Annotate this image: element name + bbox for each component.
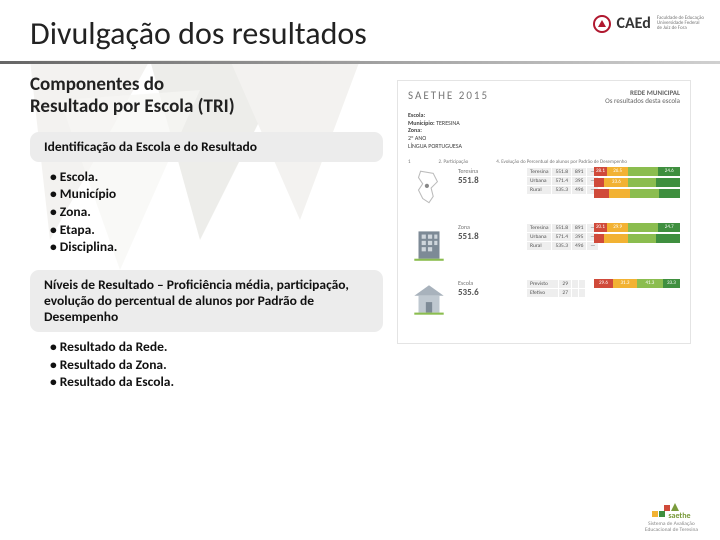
bar-segment <box>628 178 656 187</box>
bar-segment: 41.3 <box>637 279 663 288</box>
bar-segment <box>659 189 680 198</box>
report-network-label: REDE MUNICIPAL Os resultados desta escol… <box>605 89 680 106</box>
caed-logo-icon <box>593 15 611 33</box>
report-card-thumbnail: SAETHE 2015 REDE MUNICIPAL Os resultados… <box>397 80 691 344</box>
bar-segment: 24.7 <box>658 223 680 232</box>
section-heading-identificacao: Identificação da Escola e do Resultado <box>30 132 383 162</box>
participation-table: Teresina551.8891—Urbana571.4395—Rural535… <box>526 223 599 251</box>
caed-logo-text: CAEd <box>617 14 651 33</box>
section-subtitle: Componentes do Resultado por Escola (TRI… <box>30 74 383 118</box>
bar-segment <box>656 178 680 187</box>
building-icon <box>408 223 450 265</box>
level-label: Escola <box>458 279 518 287</box>
level-label: Teresina <box>458 167 518 175</box>
right-column: SAETHE 2015 REDE MUNICIPAL Os resultados… <box>395 74 705 405</box>
bar-segment: 20.1 <box>594 223 607 232</box>
bar-segment <box>628 234 656 243</box>
report-level-row: Zona551.8 Teresina551.8891—Urbana571.4395… <box>408 223 680 265</box>
caed-logo-subtitle: Faculdade de Educação Universidade Feder… <box>657 16 704 31</box>
proficiency-value: 535.6 <box>458 287 518 298</box>
left-column: Componentes do Resultado por Escola (TRI… <box>0 74 395 405</box>
bar-segment <box>630 189 659 198</box>
report-level-row: Escola535.6 Previsto29Efetivo27 29.631.341… <box>408 279 680 321</box>
bar-segment: 29.6 <box>594 279 613 288</box>
caed-logo: CAEd Faculdade de Educação Universidade … <box>593 14 704 33</box>
bullet-list-identificacao: Escola.MunicípioZona.Etapa.Disciplina. <box>50 168 383 256</box>
participation-table: Teresina551.8891—Urbana571.4395—Rural535… <box>526 167 599 195</box>
saethe-logo: saethe Sistema de Avaliação Educacional … <box>645 505 698 534</box>
report-metadata: Escola: Município: TERESINA Zona: 2º ANO… <box>408 112 680 151</box>
bullet-list-niveis: Resultado da Rede.Resultado da Zona.Resu… <box>50 338 383 391</box>
bar-segment: 29.9 <box>607 223 629 232</box>
report-title: SAETHE 2015 <box>408 89 489 102</box>
bullet-item: Zona. <box>50 203 383 221</box>
bullet-item: Resultado da Zona. <box>50 356 383 374</box>
bar-segment <box>594 189 609 198</box>
participation-table: Previsto29Efetivo27 <box>526 279 586 298</box>
house-icon <box>408 279 450 321</box>
bar-segment <box>604 234 628 243</box>
bar-segment: 33.6 <box>604 178 628 187</box>
bar-segment: 33.3 <box>663 279 680 288</box>
bar-segment <box>609 189 630 198</box>
bar-segment <box>628 167 658 176</box>
bullet-item: Município <box>50 185 383 203</box>
bullet-item: Resultado da Rede. <box>50 338 383 356</box>
performance-bars: 28.126.5 24.6 33.6 <box>594 167 680 200</box>
proficiency-value: 551.8 <box>458 175 518 186</box>
bullet-item: Disciplina. <box>50 238 383 256</box>
proficiency-value: 551.8 <box>458 231 518 242</box>
performance-bars: 29.631.341.333.3 <box>594 279 680 290</box>
bar-segment <box>656 234 680 243</box>
bar-segment <box>594 178 604 187</box>
bar-segment: 26.5 <box>607 167 629 176</box>
bullet-item: Etapa. <box>50 221 383 239</box>
bar-segment <box>628 223 658 232</box>
header-rule <box>0 61 720 64</box>
bar-segment <box>594 234 604 243</box>
footer-logos: saethe Sistema de Avaliação Educacional … <box>645 505 698 534</box>
section-heading-niveis: Níveis de Resultado – Proficiência média… <box>30 270 383 333</box>
bar-segment: 28.1 <box>594 167 607 176</box>
bullet-item: Resultado da Escola. <box>50 373 383 391</box>
report-column-headers: 1 2. Participação 4. Evolução do Percent… <box>408 159 680 165</box>
map-icon <box>408 167 450 209</box>
level-label: Zona <box>458 223 518 231</box>
performance-bars: 20.129.9 24.7 <box>594 223 680 245</box>
bar-segment: 24.6 <box>658 167 680 176</box>
report-level-row: Teresina551.8 Teresina551.8891—Urbana571.… <box>408 167 680 209</box>
bar-segment: 31.3 <box>613 279 637 288</box>
bullet-item: Escola. <box>50 168 383 186</box>
